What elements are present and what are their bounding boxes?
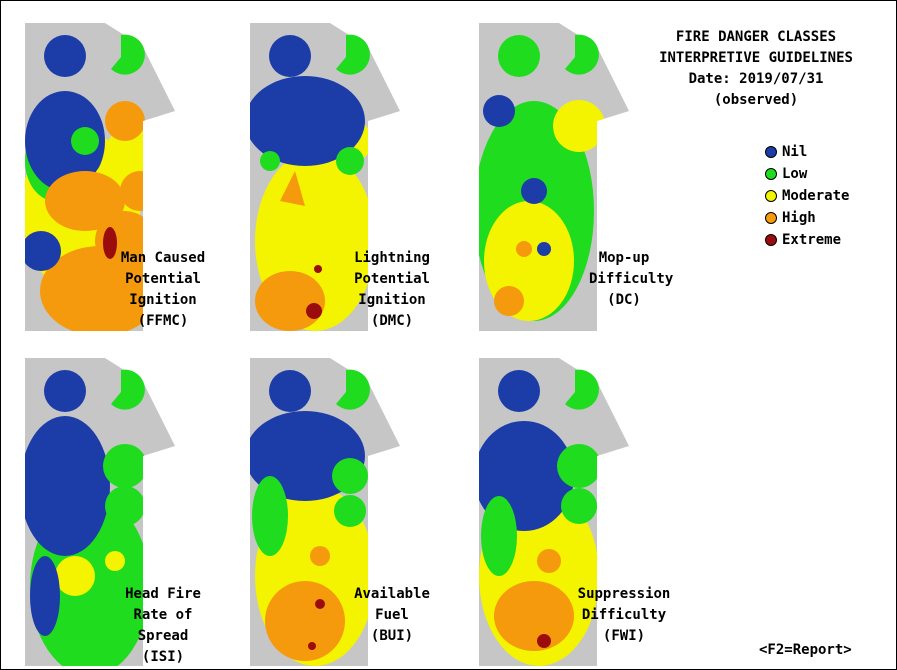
map-dmc-label-line: Potential (354, 271, 430, 287)
map-fwi-label: Suppression Difficulty (FWI) (569, 584, 679, 647)
map-dc-label: Mop-up Difficulty (DC) (589, 248, 674, 311)
moderate-swatch-icon (765, 190, 777, 202)
status-label: (observed) (713, 92, 799, 108)
nil-swatch-icon (765, 146, 777, 158)
map-ffmc-label-line: Ignition (129, 292, 197, 308)
map-dmc-label-line: (DMC) (370, 313, 414, 329)
report-key-hint[interactable]: <F2=Report> (759, 642, 852, 658)
legend-label: Nil (782, 144, 808, 160)
map-isi-image (25, 358, 175, 666)
map-ffmc-label-line: (FFMC) (137, 313, 189, 329)
map-bui (250, 346, 450, 666)
legend-item-nil: Nil (765, 141, 849, 163)
map-fwi (479, 346, 679, 666)
legend-item-low: Low (765, 163, 849, 185)
title-line: FIRE DANGER CLASSES (675, 29, 837, 45)
map-isi-label-line: Rate of (133, 607, 193, 623)
map-isi-label-line: (ISI) (141, 649, 185, 665)
map-isi-label-line: Spread (137, 628, 189, 644)
legend-item-extreme: Extreme (765, 229, 849, 251)
map-dmc-label-line: Ignition (358, 292, 426, 308)
legend: Nil Low Moderate High Extreme (765, 141, 849, 251)
map-dmc-image (250, 23, 400, 331)
map-isi-label: Head Fire Rate of Spread (ISI) (118, 584, 208, 668)
map-bui-label: Available Fuel (BUI) (346, 584, 438, 647)
high-swatch-icon (765, 212, 777, 224)
map-ffmc-label: Man Caused Potential Ignition (FFMC) (113, 248, 213, 332)
map-ffmc-label-line: Potential (125, 271, 201, 287)
title-line: INTERPRETIVE GUIDELINES (659, 50, 853, 66)
map-bui-image (250, 358, 400, 666)
page-title: FIRE DANGER CLASSES INTERPRETIVE GUIDELI… (621, 27, 891, 111)
map-dmc-label: Lightning Potential Ignition (DMC) (343, 248, 441, 332)
legend-label: Low (782, 166, 808, 182)
date-label: Date: 2019/07/31 (688, 71, 824, 87)
low-swatch-icon (765, 168, 777, 180)
legend-item-high: High (765, 207, 849, 229)
map-ffmc (25, 11, 225, 331)
map-bui-label-line: Fuel (375, 607, 409, 623)
map-dc (479, 11, 679, 331)
map-fwi-label-line: Difficulty (581, 607, 667, 623)
map-ffmc-label-line: Man Caused (120, 250, 206, 266)
map-dc-label-line: Mop-up (598, 250, 650, 266)
legend-label: Extreme (782, 232, 842, 248)
map-dmc-label-line: Lightning (354, 250, 430, 266)
extreme-swatch-icon (765, 234, 777, 246)
map-dc-label-line: (DC) (607, 292, 641, 308)
map-dc-label-line: Difficulty (589, 271, 674, 287)
map-ffmc-image (25, 23, 175, 331)
map-fwi-label-line: (FWI) (602, 628, 646, 644)
map-dmc (250, 11, 450, 331)
legend-item-moderate: Moderate (765, 185, 849, 207)
map-fwi-image (479, 358, 629, 666)
legend-label: High (782, 210, 816, 226)
map-isi-label-line: Head Fire (125, 586, 201, 602)
legend-label: Moderate (782, 188, 850, 204)
map-isi (25, 346, 225, 666)
map-bui-label-line: Available (354, 586, 430, 602)
map-dc-image (479, 23, 629, 331)
map-bui-label-line: (BUI) (370, 628, 414, 644)
map-fwi-label-line: Suppression (577, 586, 671, 602)
